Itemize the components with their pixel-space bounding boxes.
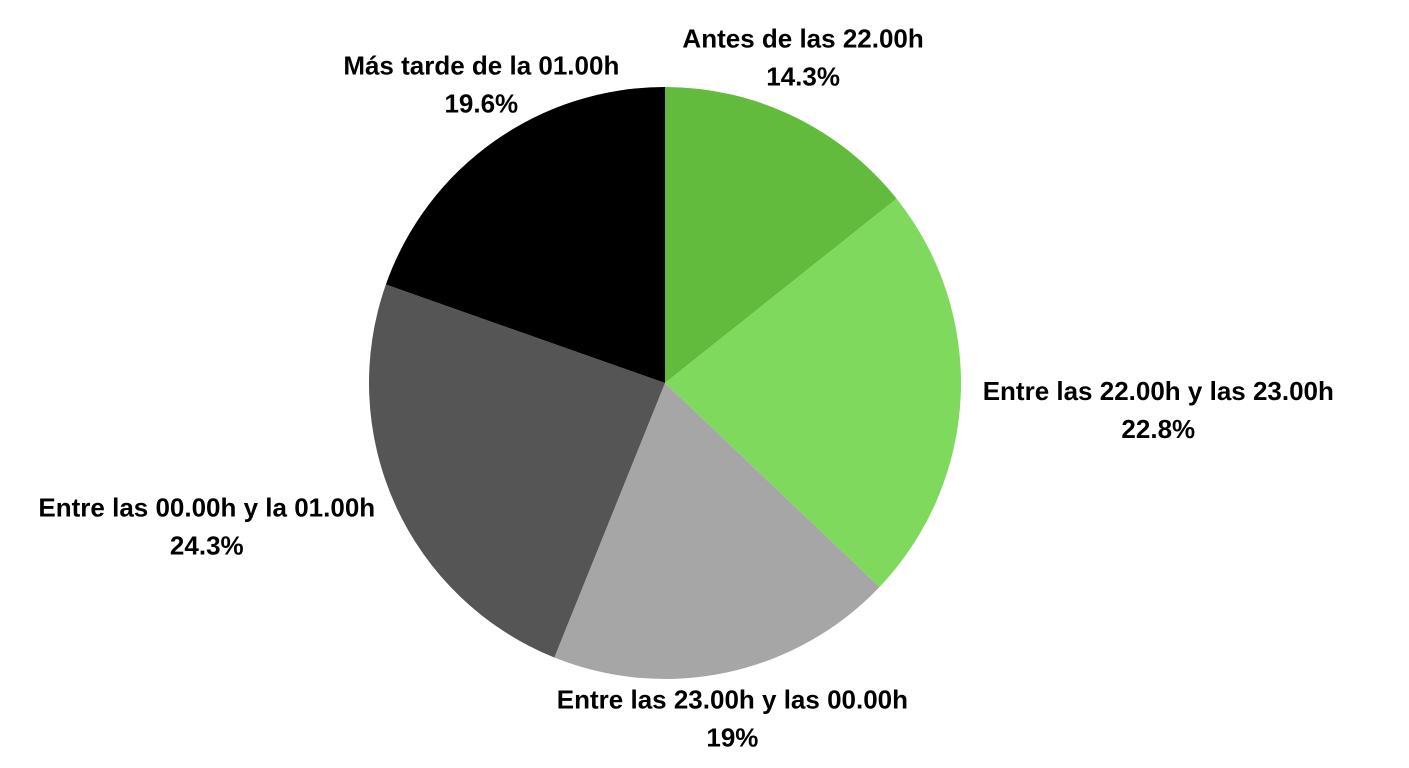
pie-slice bbox=[369, 284, 665, 658]
slice-label: Antes de las 22.00h bbox=[682, 23, 923, 53]
pie-slice bbox=[665, 87, 897, 383]
slice-label: Entre las 22.00h y las 23.00h bbox=[983, 376, 1334, 406]
pie-slice bbox=[554, 383, 880, 679]
slice-value: 24.3% bbox=[170, 531, 244, 561]
pie-slice bbox=[665, 198, 961, 587]
slice-label: Más tarde de la 01.00h bbox=[343, 50, 619, 80]
slice-value: 19% bbox=[706, 723, 758, 753]
slice-value: 19.6% bbox=[444, 88, 518, 118]
slice-label: Entre las 23.00h y las 00.00h bbox=[557, 685, 908, 715]
slice-value: 22.8% bbox=[1121, 414, 1195, 444]
slice-label: Entre las 00.00h y la 01.00h bbox=[38, 493, 375, 523]
pie-slice bbox=[385, 87, 665, 383]
slice-value: 14.3% bbox=[766, 61, 840, 91]
